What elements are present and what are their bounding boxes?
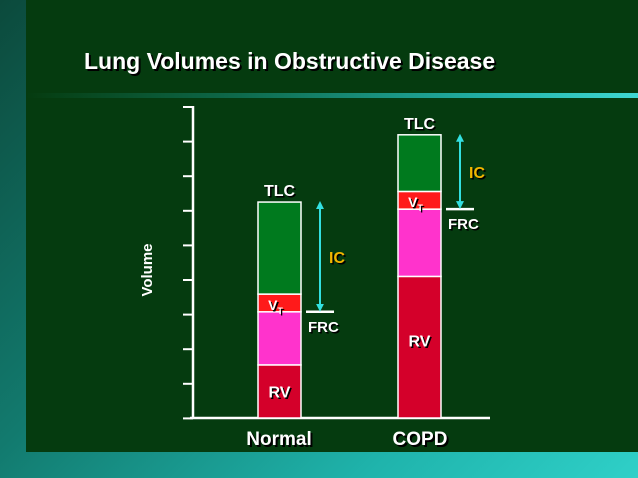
normal-frc-label: FRC bbox=[308, 319, 339, 336]
normal-segment-erv bbox=[257, 311, 302, 366]
copd-ic-label: IC bbox=[469, 165, 485, 182]
copd-frc-label: FRC bbox=[448, 216, 479, 233]
slide-title: Lung Volumes in Obstructive Disease bbox=[84, 48, 496, 74]
x-label-normal: Normal bbox=[246, 429, 311, 450]
normal-vt-subscript: T bbox=[277, 306, 283, 316]
normal-segment-irv bbox=[257, 201, 302, 295]
normal-rv-label: RV bbox=[269, 384, 291, 401]
title-rule bbox=[26, 93, 638, 98]
copd-segment-erv bbox=[397, 208, 442, 278]
normal-tlc-label: TLC bbox=[264, 183, 296, 200]
normal-ic-label: IC bbox=[329, 250, 345, 267]
y-axis-label: Volume bbox=[139, 243, 156, 296]
copd-segment-irv bbox=[397, 134, 442, 193]
y-axis bbox=[183, 106, 195, 420]
copd-tlc-label: TLC bbox=[404, 116, 436, 133]
slide-background bbox=[26, 0, 638, 452]
x-label-copd: COPD bbox=[393, 429, 448, 450]
copd-vt-subscript: T bbox=[417, 203, 423, 213]
normal-segment-rv bbox=[257, 364, 302, 419]
copd-rv-label: RV bbox=[409, 333, 431, 350]
